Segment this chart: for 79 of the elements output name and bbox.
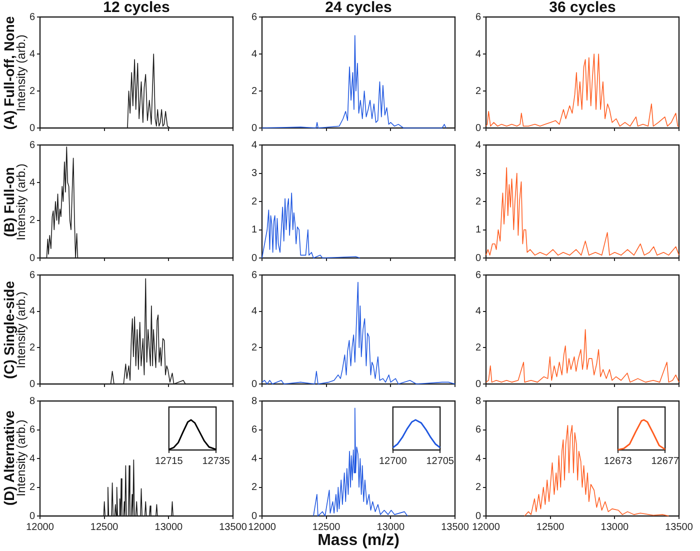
y-tick-label: 6 bbox=[29, 12, 36, 23]
y-tick-label: 4 bbox=[251, 48, 258, 60]
x-tick-label: 13500 bbox=[665, 522, 694, 533]
y-tick-label: 6 bbox=[29, 270, 36, 281]
y-tick-label: 3 bbox=[251, 168, 258, 179]
y-tick-label: 6 bbox=[251, 12, 258, 23]
x-tick-label: 13000 bbox=[600, 522, 630, 533]
x-tick-label: 12715 bbox=[155, 456, 184, 467]
y-tick-label: 4 bbox=[29, 453, 36, 464]
y-tick-label: 6 bbox=[475, 270, 482, 281]
x-tick-label: 12735 bbox=[202, 456, 230, 467]
y-tick-label: 4 bbox=[29, 306, 36, 318]
y-tick-label: 0 bbox=[251, 122, 258, 134]
y-tick-label: 6 bbox=[475, 424, 482, 436]
y-tick-label: 2 bbox=[475, 482, 482, 493]
x-tick-label: 12000 bbox=[248, 522, 276, 533]
y-tick-label: 1 bbox=[475, 224, 482, 236]
y-tick-label: 4 bbox=[251, 306, 258, 318]
y-tick-label: 8 bbox=[475, 396, 482, 407]
x-tick-label: 13500 bbox=[219, 522, 248, 533]
text: (D) Alternative bbox=[1, 410, 17, 506]
y-tick-label: 4 bbox=[475, 48, 482, 60]
text: (A) Full-off, None bbox=[1, 16, 17, 130]
text: (C) Single-side bbox=[1, 280, 17, 380]
x-tick-label: 12500 bbox=[90, 522, 119, 533]
x-tick-label: 12700 bbox=[379, 456, 408, 467]
y-tick-label: 8 bbox=[251, 396, 258, 407]
y-tick-label: 2 bbox=[251, 482, 258, 493]
y-tick-label: 6 bbox=[29, 140, 36, 151]
y-tick-label: 4 bbox=[475, 306, 482, 318]
y-tick-label: 2 bbox=[29, 482, 36, 493]
y-tick-label: 2 bbox=[475, 342, 482, 354]
y-tick-label: 4 bbox=[251, 453, 258, 464]
y-tick-label: 2 bbox=[29, 215, 36, 226]
y-tick-label: 2 bbox=[251, 196, 258, 208]
chart-title: 36 cycles bbox=[549, 0, 616, 16]
x-tick-label: 12500 bbox=[312, 522, 341, 533]
x-tick-label: 12677 bbox=[651, 456, 680, 467]
y-tick-label: 2 bbox=[475, 86, 482, 97]
y-tick-label: 2 bbox=[475, 196, 482, 208]
y-tick-label: 6 bbox=[475, 12, 482, 23]
x-tick-label: 13500 bbox=[441, 522, 470, 533]
chart-title: 12 cycles bbox=[103, 0, 170, 16]
y-tick-label: 3 bbox=[475, 168, 482, 179]
text: (B) Full-on bbox=[1, 167, 17, 237]
x-axis-title: Mass (m/z) bbox=[318, 532, 400, 549]
x-tick-label: 13000 bbox=[376, 522, 406, 533]
y-tick-label: 0 bbox=[251, 510, 258, 522]
y-tick-label: 6 bbox=[251, 424, 258, 436]
x-tick-label: 13000 bbox=[154, 522, 184, 533]
y-tick-label: 0 bbox=[29, 252, 36, 264]
y-tick-label: 4 bbox=[29, 177, 36, 188]
y-tick-label: 2 bbox=[251, 342, 258, 354]
y-tick-label: 0 bbox=[29, 510, 36, 522]
y-tick-label: 1 bbox=[251, 224, 258, 236]
y-tick-label: 6 bbox=[251, 270, 258, 281]
y-tick-label: 4 bbox=[475, 140, 482, 151]
x-tick-label: 12500 bbox=[536, 522, 565, 533]
chart-title: 24 cycles bbox=[325, 0, 392, 16]
y-tick-label: 0 bbox=[251, 378, 258, 390]
y-tick-label: 2 bbox=[29, 342, 36, 354]
x-tick-label: 12000 bbox=[26, 522, 54, 533]
y-tick-label: 0 bbox=[475, 378, 482, 390]
y-tick-label: 2 bbox=[29, 86, 36, 97]
y-tick-label: 0 bbox=[475, 510, 482, 522]
x-tick-label: 12673 bbox=[604, 456, 632, 467]
y-tick-label: 4 bbox=[29, 48, 36, 60]
y-tick-label: 4 bbox=[475, 453, 482, 464]
y-tick-label: 0 bbox=[29, 378, 36, 390]
y-tick-label: 6 bbox=[29, 424, 36, 436]
y-tick-label: 0 bbox=[251, 252, 258, 264]
y-tick-label: 4 bbox=[251, 140, 258, 151]
y-tick-label: 8 bbox=[29, 396, 36, 407]
y-tick-label: 0 bbox=[475, 252, 482, 264]
y-tick-label: 2 bbox=[251, 86, 258, 97]
y-tick-label: 0 bbox=[29, 122, 36, 134]
x-tick-label: 12705 bbox=[426, 456, 454, 467]
x-tick-label: 12000 bbox=[472, 522, 500, 533]
y-tick-label: 0 bbox=[475, 122, 482, 134]
